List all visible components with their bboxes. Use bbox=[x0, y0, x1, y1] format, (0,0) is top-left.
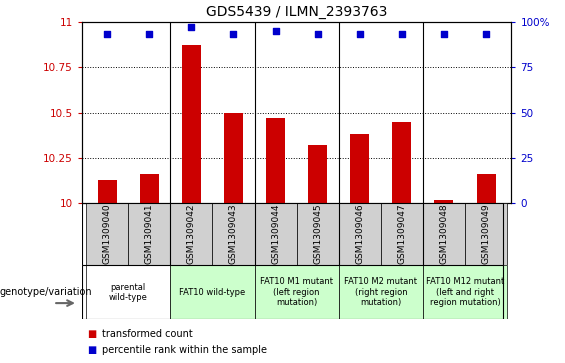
Bar bbox=[423, 265, 507, 319]
Text: GSM1309047: GSM1309047 bbox=[397, 204, 406, 265]
Bar bbox=[170, 265, 254, 319]
Text: ■: ■ bbox=[88, 329, 97, 339]
Bar bbox=[477, 174, 496, 203]
Text: GSM1309042: GSM1309042 bbox=[187, 204, 196, 264]
Bar bbox=[254, 203, 297, 265]
Text: genotype/variation: genotype/variation bbox=[0, 287, 93, 297]
Point bbox=[187, 24, 196, 30]
Bar bbox=[434, 200, 454, 203]
Bar bbox=[86, 265, 170, 319]
Bar bbox=[140, 174, 159, 203]
Text: FAT10 wild-type: FAT10 wild-type bbox=[179, 288, 246, 297]
Bar bbox=[254, 265, 339, 319]
Bar bbox=[350, 134, 370, 203]
Text: GSM1309043: GSM1309043 bbox=[229, 204, 238, 265]
Text: transformed count: transformed count bbox=[102, 329, 193, 339]
Text: GSM1309048: GSM1309048 bbox=[440, 204, 449, 265]
Point bbox=[397, 32, 406, 37]
Text: parental
wild-type: parental wild-type bbox=[109, 282, 147, 302]
Bar bbox=[308, 145, 327, 203]
Text: GSM1309049: GSM1309049 bbox=[481, 204, 490, 265]
Bar bbox=[98, 180, 116, 203]
Text: FAT10 M1 mutant
(left region
mutation): FAT10 M1 mutant (left region mutation) bbox=[260, 277, 333, 307]
Bar bbox=[423, 203, 465, 265]
Point bbox=[103, 32, 112, 37]
Point bbox=[355, 32, 364, 37]
Bar bbox=[224, 113, 243, 203]
Text: GSM1309041: GSM1309041 bbox=[145, 204, 154, 265]
Bar bbox=[266, 118, 285, 203]
Bar bbox=[381, 203, 423, 265]
Bar bbox=[297, 203, 339, 265]
Point bbox=[481, 32, 490, 37]
Bar bbox=[339, 265, 423, 319]
Text: GSM1309045: GSM1309045 bbox=[313, 204, 322, 265]
Bar bbox=[170, 203, 212, 265]
Bar bbox=[465, 203, 507, 265]
Point bbox=[440, 32, 449, 37]
Bar bbox=[182, 45, 201, 203]
Point bbox=[313, 32, 322, 37]
Point bbox=[229, 32, 238, 37]
Title: GDS5439 / ILMN_2393763: GDS5439 / ILMN_2393763 bbox=[206, 5, 388, 19]
Bar bbox=[86, 203, 128, 265]
Bar bbox=[339, 203, 381, 265]
Text: GSM1309044: GSM1309044 bbox=[271, 204, 280, 264]
Bar bbox=[212, 203, 254, 265]
Text: FAT10 M12 mutant
(left and right
region mutation): FAT10 M12 mutant (left and right region … bbox=[426, 277, 504, 307]
Text: GSM1309046: GSM1309046 bbox=[355, 204, 364, 265]
Point bbox=[145, 32, 154, 37]
Text: ■: ■ bbox=[88, 345, 97, 355]
Bar bbox=[393, 122, 411, 203]
Bar bbox=[128, 203, 170, 265]
Text: FAT10 M2 mutant
(right region
mutation): FAT10 M2 mutant (right region mutation) bbox=[344, 277, 418, 307]
Text: percentile rank within the sample: percentile rank within the sample bbox=[102, 345, 267, 355]
Point bbox=[271, 28, 280, 34]
Text: GSM1309040: GSM1309040 bbox=[103, 204, 112, 265]
